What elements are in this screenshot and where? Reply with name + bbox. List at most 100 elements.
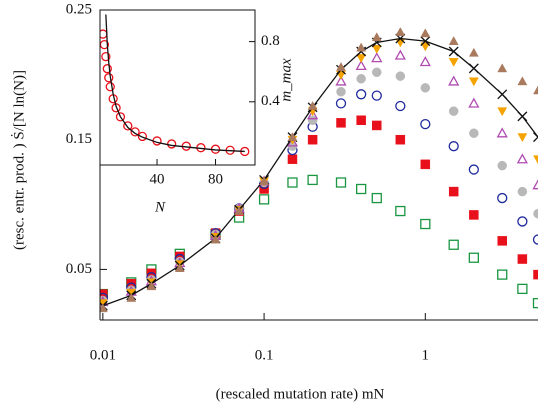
marker [448, 186, 459, 197]
inset-x-label: N [154, 199, 166, 215]
marker [448, 141, 459, 152]
x-tick-label: 0.1 [255, 347, 274, 363]
marker [420, 28, 431, 38]
marker [123, 121, 133, 131]
marker [307, 100, 318, 110]
y-tick-label: 0.25 [66, 1, 92, 17]
marker [307, 109, 319, 120]
x-tick-label: 1 [422, 347, 430, 363]
marker [336, 118, 346, 128]
marker [307, 174, 318, 186]
marker [372, 120, 382, 131]
marker [335, 98, 347, 109]
marker [517, 186, 528, 197]
marker [532, 297, 538, 309]
plot-area [100, 27, 538, 313]
marker [468, 97, 480, 108]
marker [448, 75, 460, 86]
marker [468, 47, 479, 57]
marker [234, 206, 245, 215]
marker [497, 236, 507, 246]
marker [105, 82, 115, 92]
marker [419, 56, 431, 67]
marker [115, 112, 126, 122]
marker [356, 183, 367, 195]
x-axis-label: (rescaled mutation rate) mN [216, 386, 385, 402]
marker [355, 59, 367, 71]
marker [532, 234, 538, 245]
marker [336, 62, 346, 71]
marker [516, 153, 528, 164]
marker [130, 127, 140, 137]
marker [395, 27, 406, 36]
marker [420, 118, 431, 130]
marker [356, 54, 367, 64]
marker [356, 73, 366, 84]
marker [517, 133, 528, 143]
marker [420, 83, 431, 93]
marker [497, 89, 508, 100]
series-line [105, 14, 245, 153]
marker [533, 85, 538, 95]
inset-x-tick-label: 40 [150, 171, 165, 187]
marker [469, 210, 479, 220]
marker [395, 38, 406, 48]
marker [395, 134, 406, 145]
marker [533, 208, 538, 219]
marker [372, 67, 382, 78]
marker [356, 89, 367, 100]
marker [420, 218, 431, 230]
marker [517, 216, 528, 227]
marker [137, 131, 148, 142]
marker [420, 42, 431, 52]
marker [420, 36, 431, 47]
x-tick-label: 0.01 [90, 347, 116, 363]
marker [468, 63, 479, 74]
marker [532, 179, 538, 190]
marker [497, 160, 507, 171]
marker [287, 132, 298, 141]
marker [448, 58, 459, 67]
marker [395, 205, 406, 217]
marker [286, 136, 299, 147]
marker [497, 269, 508, 280]
marker [335, 177, 347, 188]
inset-y-label: m_max [278, 58, 294, 102]
marker [102, 64, 112, 74]
marker [101, 52, 111, 62]
marker [259, 176, 270, 186]
marker [468, 77, 479, 87]
marker [167, 139, 177, 149]
marker [517, 283, 528, 295]
marker [335, 75, 347, 86]
marker [448, 239, 459, 250]
marker [448, 106, 459, 116]
marker [533, 155, 538, 165]
marker [497, 63, 508, 73]
marker [517, 76, 528, 86]
marker [497, 192, 508, 204]
marker [210, 234, 221, 244]
marker [496, 127, 508, 138]
marker [287, 154, 298, 164]
inset-background [100, 10, 255, 165]
inset-x-tick-label: 80 [208, 171, 223, 187]
marker [371, 90, 382, 101]
marker [468, 164, 479, 175]
inset-frame [99, 9, 256, 166]
marker [371, 192, 382, 204]
marker [371, 32, 382, 42]
marker [448, 36, 459, 45]
marker [469, 128, 479, 138]
marker [126, 292, 137, 302]
marker [371, 45, 382, 54]
y-axis-label: (resc. entr. prod. ) Ṡ/[N ln(N)] [10, 70, 27, 250]
marker [174, 263, 185, 272]
marker [371, 52, 383, 63]
axes: 0.01 0.1 1 0.05 0.15 0.25 (rescaled mutation r… [10, 1, 538, 402]
marker [258, 194, 270, 205]
marker [395, 100, 406, 112]
marker [356, 115, 366, 126]
marker [307, 134, 318, 145]
